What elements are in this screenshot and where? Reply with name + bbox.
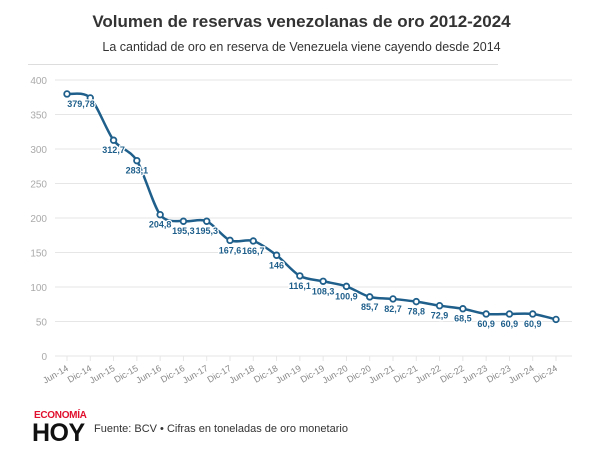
x-tick-label: Dic-19 [299,363,327,385]
data-label: 85,7 [361,302,379,312]
x-tick-label: Jun-17 [181,363,210,385]
x-tick-label: Dic-15 [112,363,140,385]
data-point [203,217,211,225]
data-label: 283,1 [126,166,149,176]
x-tick-label: Jun-21 [367,363,396,385]
data-label: 82,7 [384,304,402,314]
x-tick-label: Jun-20 [321,363,350,385]
data-label: 166,7 [242,246,265,256]
x-tick-label: Jun-19 [274,363,303,385]
data-label: 72,9 [431,311,449,321]
data-point [552,315,560,324]
data-point [86,94,94,102]
data-label: 60,9 [524,319,542,329]
series-line [66,92,557,321]
y-tick-label: 150 [30,249,47,260]
data-label: 146 [269,260,284,270]
data-label: 68,5 [454,314,472,324]
data-point [272,251,281,259]
logo-hoy: HOY [32,419,85,447]
x-tick-label: Jun-14 [41,363,70,385]
data-point [226,236,234,245]
y-tick-label: 300 [30,145,47,156]
y-axis: 0 50 100 150 200 250 300 350 400 [30,76,47,363]
y-tick-label: 50 [36,318,48,329]
data-label: 100,9 [335,291,358,301]
x-tick-label: Dic-24 [531,363,559,385]
x-tick-label: Dic-22 [438,363,466,385]
data-point [342,282,351,291]
data-label: 116,1 [289,281,311,291]
data-label: 204,8 [149,220,172,230]
x-axis: Jun-14Dic-14Jun-15Dic-15Jun-16Dic-16Jun-… [41,356,559,385]
y-tick-label: 250 [30,180,47,191]
data-point [296,272,304,280]
data-label: 379,78 [67,99,95,109]
header-divider [28,64,498,65]
x-tick-label: Dic-20 [345,363,373,385]
series-path [66,92,557,321]
data-label: 312,7 [102,145,125,155]
data-point [529,310,537,318]
data-label: 60,9 [477,319,495,329]
data-point [179,217,188,225]
data-point [459,305,467,313]
x-tick-label: Jun-24 [507,363,536,385]
data-label: 167,6 [219,245,242,255]
y-tick-label: 0 [41,352,47,363]
data-point [366,293,374,301]
x-tick-label: Jun-18 [227,363,256,385]
data-point [435,301,444,310]
x-tick-label: Dic-18 [252,363,280,385]
source-note: Fuente: BCV • Cifras en toneladas de oro… [94,423,348,435]
x-tick-label: Jun-23 [460,363,489,385]
x-tick-label: Dic-14 [66,363,94,385]
data-point [156,210,164,219]
y-tick-label: 350 [30,111,47,122]
x-tick-label: Jun-22 [414,363,443,385]
y-tick-label: 100 [30,283,47,294]
data-points [63,90,560,324]
x-tick-label: Dic-23 [485,363,513,385]
data-point [412,297,420,306]
data-label: 195,3 [195,226,218,236]
data-point [63,90,71,98]
x-tick-label: Dic-16 [159,363,187,385]
data-label: 195,3 [172,226,195,236]
data-point [109,136,118,144]
data-point [249,237,257,245]
data-point [505,310,514,318]
data-point [482,310,490,318]
x-tick-label: Dic-21 [392,363,420,385]
y-tick-label: 400 [30,76,47,87]
x-tick-label: Jun-15 [88,363,117,385]
data-point [319,277,327,285]
data-label: 60,9 [501,319,519,329]
x-tick-label: Dic-17 [205,363,233,385]
x-tick-label: Jun-16 [134,363,163,385]
data-point [133,156,141,165]
y-tick-label: 200 [30,214,47,225]
chart-title: Volumen de reservas venezolanas de oro 2… [92,12,511,31]
data-point [389,295,397,303]
chart-subtitle: La cantidad de oro en reserva de Venezue… [102,40,501,54]
data-label: 78,8 [408,307,426,317]
logo-economia: ECONOMÍA [34,410,87,421]
data-label: 108,3 [312,286,335,296]
